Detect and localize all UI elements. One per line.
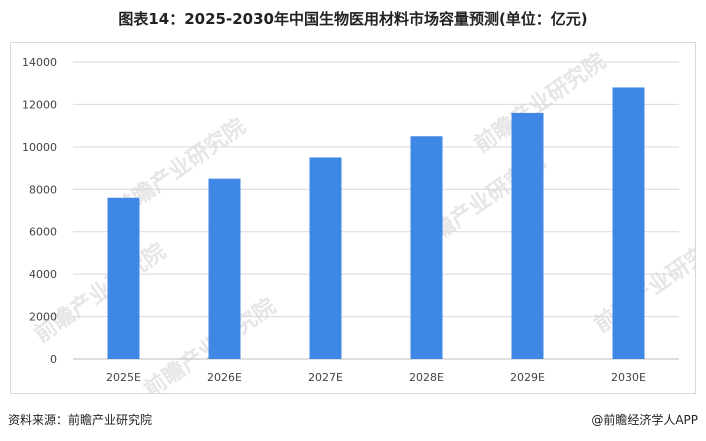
bar [410,136,443,359]
x-tick-label: 2025E [106,371,141,384]
x-tick-label: 2028E [409,371,444,384]
y-tick-label: 12000 [22,98,57,111]
bar [612,87,645,359]
bar [107,197,140,359]
y-tick-label: 4000 [29,268,57,281]
y-tick-label: 2000 [29,311,57,324]
bar [208,178,241,359]
y-tick-label: 8000 [29,183,57,196]
y-tick-label: 14000 [22,56,57,69]
chart-title: 图表14：2025-2030年中国生物医用材料市场容量预测(单位：亿元) [118,10,588,28]
x-tick-label: 2030E [611,371,646,384]
brand-label: @前瞻经济学人APP [591,413,698,427]
watermark-text: 前瞻产业研究院 [30,238,171,348]
bar [511,112,544,360]
source-note: 资料来源：前瞻产业研究院 [8,413,153,427]
y-tick-label: 6000 [29,226,57,239]
chart-frame: 前瞻产业研究院前瞻产业研究院前瞻产业研究院前瞻产业研究院前瞻产业研究院前瞻产业研… [10,42,696,394]
x-tick-label: 2026E [207,371,242,384]
bar-chart: 前瞻产业研究院前瞻产业研究院前瞻产业研究院前瞻产业研究院前瞻产业研究院前瞻产业研… [22,48,695,393]
y-tick-label: 10000 [22,141,57,154]
bar [309,157,342,359]
x-tick-label: 2027E [308,371,343,384]
x-tick-label: 2029E [510,371,545,384]
y-tick-label: 0 [50,353,57,366]
